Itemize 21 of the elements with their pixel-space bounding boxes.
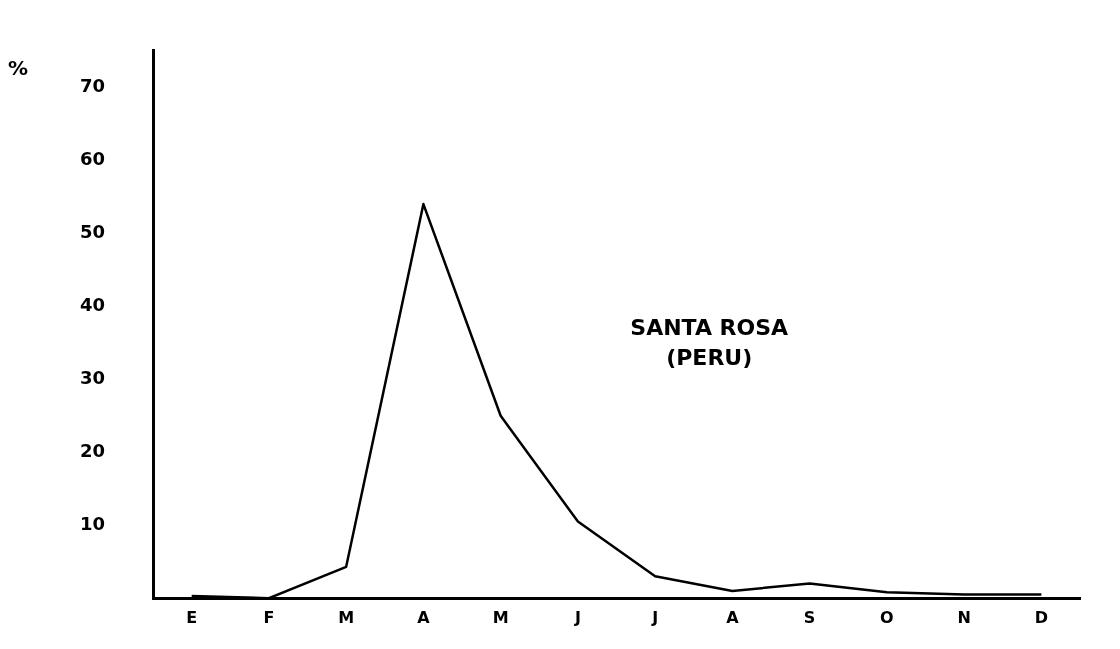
x-tick-label: N [957,607,971,627]
y-tick-label: 70 [79,74,106,96]
y-tick-label: 30 [79,366,106,388]
y-tick-label: 20 [79,439,106,461]
y-tick-label: 60 [79,147,106,169]
x-tick-label: S [803,607,816,627]
annotation: SANTA ROSA (PERU) [630,315,789,371]
x-tick-label: M [492,607,509,627]
x-tick-label: F [263,607,275,627]
x-tick-label: D [1034,607,1049,627]
x-tick-label: M [338,607,355,627]
y-tick-label: 50 [79,220,106,242]
x-tick-label: A [417,607,431,627]
y-axis-title: % [8,56,29,80]
x-tick-label: J [573,607,581,627]
x-tick-label: O [880,607,894,627]
x-tick-label: E [186,607,198,627]
y-tick-label: 10 [79,512,106,534]
x-tick-label: J [651,607,659,627]
y-tick-label: 40 [79,293,106,315]
x-tick-label: A [726,607,740,627]
